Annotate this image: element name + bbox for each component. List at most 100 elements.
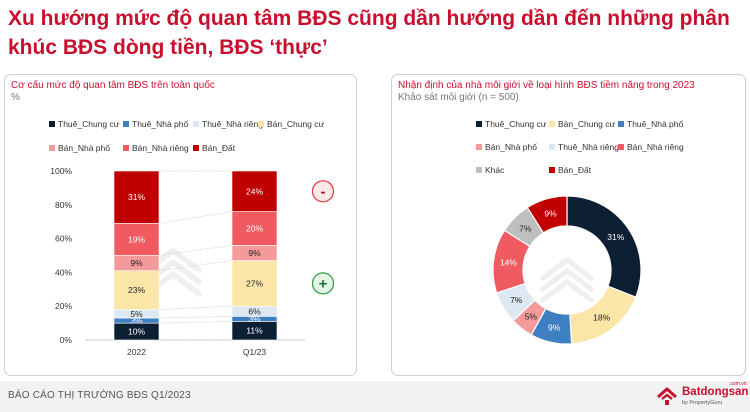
legend-item-ban-chung-cu: Bán_Chung cư [549,119,615,129]
brand-suffix: .com.vn [729,381,747,387]
legend-label: Bán_Đất [202,143,236,153]
legend-swatch [476,121,482,127]
donut-data-label: 7% [510,295,523,305]
legend-item-thue-nha-rieng: Thuê_Nhà riêng [193,119,263,129]
bar-segment-ban-nha-rieng-2022 [113,223,160,256]
brand-logo: .com.vn Batdongsan by PropertyGuru [656,381,749,411]
legend-label: Bán_Nhà phố [58,143,110,153]
increase-indicator-icon: + [311,272,335,295]
page-title: Xu hướng mức độ quan tâm BĐS cũng dần hư… [8,7,730,59]
legend-swatch [258,121,264,127]
legend-label: Bán_Chung cư [267,119,325,129]
legend-label: Bán_Nhà phố [485,142,537,152]
donut-chart-legend: Thuê_Chung cư Bán_Chung cư Thuê_Nhà phố Bán… [392,75,745,175]
bar-data-label: 11% [246,326,263,336]
legend-label: Bán_Nhà riêng [627,142,684,152]
legend-label: Bán_Đất [558,165,592,175]
bar-connector-line [158,315,233,319]
donut-chart-subtitle: Khảo sát môi giới (n = 500) [398,92,519,103]
bar-data-label: 3% [248,314,261,324]
bar-chart-legend: Thuê_Chung cư Thuê_Nhà phố Thuê_Nhà riêng B… [5,75,356,155]
legend-label: Bán_Nhà riêng [132,143,189,153]
legend-swatch [618,121,624,127]
bar-data-label: 10% [128,327,145,337]
legend-label: Thuê_Chung cư [485,119,547,129]
bar-segment-ban-chung-cu-q1-23 [231,260,278,307]
bar-data-label: 9% [248,248,261,258]
footer: BÁO CÁO THỊ TRƯỜNG BĐS Q1/2023 .com.vn B… [0,381,750,412]
legend-item-ban-nha-pho: Bán_Nhà phố [476,142,537,152]
stacked-bar-chart: 0%20%40%60%80%100%10%3%5%23%9%19%31%2022… [50,166,335,357]
legend-swatch [476,167,482,173]
donut-data-label: 5% [525,312,538,322]
legend-label: Thuê_Nhà riêng [202,119,263,129]
y-tick-label: 100% [50,166,72,176]
donut-data-label: 7% [519,223,532,233]
legend-item-ban-nha-rieng: Bán_Nhà riêng [123,143,189,153]
legend-label: Thuê_Nhà riêng [558,142,619,152]
legend-item-ban-nha-pho: Bán_Nhà phố [49,143,110,153]
donut-slice-thue-chung-cu [566,195,642,299]
legend-item-ban-dat: Bán_Đất [193,143,235,153]
bar-data-label: 6% [248,306,261,316]
legend-label: Thuê_Nhà phố [132,119,189,129]
y-tick-label: 0% [60,335,73,345]
legend-label: Khác [485,165,505,175]
bar-connector-line [158,211,233,224]
donut-chart: 31%18%9%5%7%14%7%9% [492,195,642,345]
bar-data-label: 27% [246,278,263,288]
x-tick-label: Q1/23 [243,347,266,357]
bar-connector-line [158,305,233,310]
house-roof-icon [657,387,677,405]
bar-data-label: 9% [130,258,143,268]
x-tick-label: 2022 [127,347,146,357]
legend-swatch [123,121,129,127]
legend-swatch [476,144,482,150]
donut-data-label: 9% [548,323,561,333]
legend-swatch [618,144,624,150]
decrease-indicator-icon: - [311,180,335,203]
legend-swatch [193,145,199,151]
bar-chart-unit: % [11,92,20,103]
bar-data-label: 19% [128,234,145,244]
bar-data-label: 24% [246,186,263,196]
indicator-symbol: - [321,183,326,200]
legend-swatch [549,121,555,127]
bar-segment-ban-nha-rieng-q1-23 [231,211,278,246]
legend-item-thue-nha-pho: Thuê_Nhà phố [618,119,683,129]
donut-data-label: 9% [544,208,557,218]
bar-connector-line [158,260,233,272]
donut-data-label: 31% [607,232,624,242]
legend-item-thue-chung-cu: Thuê_Chung cư [476,119,546,129]
legend-label: Bán_Chung cư [558,119,616,129]
brand-by: by PropertyGuru [682,400,723,406]
bar-connector-line [158,321,233,324]
legend-item-thue-chung-cu: Thuê_Chung cư [49,119,119,129]
legend-item-thue-nha-rieng: Thuê_Nhà riêng [549,142,619,152]
indicator-symbol: + [319,275,328,292]
bar-data-label: 23% [128,285,145,295]
bar-data-label: 20% [246,223,263,233]
bar-chart-title: Cơ cấu mức độ quan tâm BĐS trên toàn quố… [11,80,215,91]
donut-panel: Nhận định của nhà môi giới về loại hình … [391,74,746,376]
bar-segment-ban-dat-q1-23 [231,170,278,212]
legend-swatch [549,144,555,150]
legend-item-khac: Khác [476,165,504,175]
brand-name: Batdongsan [682,386,749,398]
legend-item-ban-chung-cu: Bán_Chung cư [258,119,324,129]
donut-chart-title: Nhận định của nhà môi giới về loại hình … [398,80,695,91]
y-tick-label: 60% [55,234,72,244]
legend-item-ban-nha-rieng: Bán_Nhà riêng [618,142,684,152]
bar-data-label: 5% [130,309,143,319]
bar-data-label: 31% [128,192,145,202]
legend-swatch [549,167,555,173]
watermark-logo-icon [540,257,594,303]
bar-segment-ban-chung-cu-2022 [113,270,160,310]
stacked-bar-panel: Cơ cấu mức độ quan tâm BĐS trên toàn quố… [4,74,357,376]
bar-segment-ban-dat-2022 [113,170,160,224]
legend-swatch [193,121,199,127]
y-tick-label: 40% [55,267,72,277]
legend-swatch [49,121,55,127]
donut-data-label: 14% [500,258,517,268]
legend-item-thue-nha-pho: Thuê_Nhà phố [123,119,188,129]
